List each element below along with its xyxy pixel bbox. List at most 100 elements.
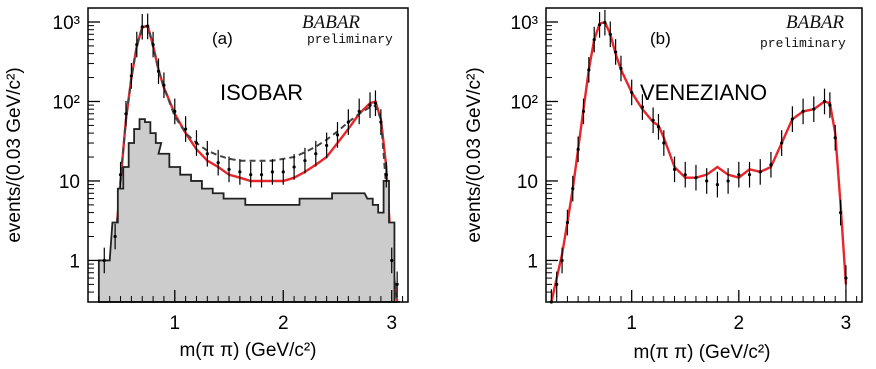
data-point-0-7: [146, 24, 150, 29]
data-point-1-6: [581, 109, 586, 114]
data-point-0-32: [384, 173, 388, 177]
data-point-0-9: [156, 69, 161, 73]
data-point-0-13: [194, 141, 199, 145]
panel-b-veneziano: 1 2 3 1 10 10² 10³ (b) BABAR preliminary VENEZ…: [464, 7, 863, 363]
data-point-0-18: [249, 173, 253, 177]
data-point-0-12: [184, 127, 188, 131]
data-point-1-11: [608, 32, 612, 36]
data-point-0-30: [373, 101, 378, 105]
data-point-0-31: [379, 120, 383, 124]
y-tick-label-0-1: 10: [59, 172, 80, 193]
data-point-0-23: [303, 159, 307, 163]
status-label-a: preliminary: [307, 32, 393, 47]
y-tick-label-0-3: 10³: [53, 13, 80, 34]
x-axis-title-b: m(π π) (GeV/c²): [633, 342, 770, 363]
data-point-1-21: [694, 176, 698, 180]
data-point-1-2: [560, 258, 564, 263]
y-tick-label-1-0: 1: [527, 251, 538, 272]
data-point-1-10: [603, 21, 607, 25]
y-tick-label-1-2: 10²: [511, 92, 538, 113]
data-point-0-5: [135, 42, 139, 47]
plot-area-a: [97, 13, 400, 303]
data-point-0-1: [113, 234, 117, 239]
data-point-1-20: [683, 173, 687, 177]
x-tick-label-1-2: 3: [841, 313, 852, 334]
plot-area-b: [549, 9, 848, 304]
data-point-1-7: [587, 68, 591, 72]
data-point-1-27: [758, 170, 762, 174]
data-point-0-3: [124, 112, 128, 116]
data-point-0-4: [129, 74, 133, 78]
x-tick-label-0-2: 3: [386, 313, 397, 334]
x-axis-title-a: m(π π) (GeV/c²): [179, 340, 316, 361]
data-point-1-31: [801, 109, 805, 114]
panel-a-isobar: 1 2 3 1 10 10² 10³ (a) BABAR preliminary ISOBA…: [4, 7, 409, 361]
histogram-series-0: [97, 118, 400, 303]
x-tick-label-0-1: 2: [278, 313, 289, 334]
y-axis-title-a: events/(0.03 GeV/c²): [4, 67, 25, 242]
data-point-1-18: [662, 141, 666, 145]
data-point-0-26: [335, 133, 340, 137]
fit-curve-1: [550, 20, 848, 303]
data-point-1-12: [614, 50, 618, 54]
data-point-1-32: [812, 107, 816, 111]
y-tick-label-0-0: 1: [69, 251, 80, 272]
data-point-1-15: [640, 105, 645, 109]
data-point-0-28: [357, 109, 361, 114]
model-label-b: VENEZIANO: [640, 80, 767, 105]
data-point-1-37: [844, 276, 848, 280]
data-point-0-24: [314, 152, 318, 156]
data-point-1-13: [619, 66, 623, 71]
y-tick-label-1-3: 10³: [511, 13, 538, 34]
panel-label-b: (b): [650, 29, 671, 48]
data-point-1-28: [769, 163, 773, 167]
data-point-1-19: [672, 167, 677, 171]
data-point-1-16: [651, 118, 655, 122]
data-point-0-2: [118, 173, 123, 177]
data-point-1-36: [838, 210, 843, 215]
data-point-0-29: [368, 103, 372, 107]
experiment-label-b: BABAR: [786, 12, 844, 33]
data-point-1-8: [592, 38, 596, 42]
data-point-0-20: [270, 170, 275, 174]
data-point-0-21: [281, 170, 285, 174]
data-point-0-25: [325, 143, 329, 148]
data-point-0-27: [346, 120, 350, 124]
data-point-0-17: [238, 170, 242, 174]
data-point-0-11: [173, 109, 177, 114]
data-point-0-0: [102, 258, 106, 263]
data-point-1-4: [571, 187, 575, 191]
data-point-1-24: [726, 179, 730, 183]
data-point-0-14: [205, 152, 209, 156]
data-point-1-26: [747, 173, 752, 177]
y-tick-label-1-1: 10: [517, 172, 538, 193]
data-point-0-10: [162, 83, 166, 87]
axes-a: 1 2 3 1 10 10² 10³: [53, 13, 404, 334]
panel-label-a: (a): [212, 29, 233, 48]
data-point-1-35: [833, 136, 837, 140]
data-point-0-16: [227, 167, 231, 171]
data-point-0-33: [390, 258, 394, 263]
data-point-1-22: [705, 179, 709, 183]
x-tick-label-0-0: 1: [169, 313, 180, 334]
data-point-0-22: [292, 165, 296, 169]
data-point-1-23: [715, 182, 719, 187]
data-point-1-1: [555, 282, 559, 286]
data-point-1-29: [780, 141, 784, 145]
data-point-1-25: [737, 173, 741, 177]
data-point-0-34: [395, 282, 399, 286]
data-point-1-33: [822, 99, 827, 104]
data-point-1-17: [656, 125, 661, 129]
experiment-label-a: BABAR: [302, 12, 360, 33]
y-axis-title-b: events/(0.03 GeV/c²): [464, 67, 485, 242]
x-tick-label-1-0: 1: [626, 313, 637, 334]
model-label-a: ISOBAR: [220, 80, 303, 105]
x-tick-label-1-1: 2: [734, 313, 745, 334]
data-point-1-14: [630, 90, 634, 95]
plot-frame-b: [545, 7, 863, 303]
data-point-0-6: [140, 25, 144, 29]
data-point-0-15: [216, 161, 220, 165]
data-point-1-30: [790, 117, 794, 121]
data-point-1-34: [828, 103, 832, 107]
